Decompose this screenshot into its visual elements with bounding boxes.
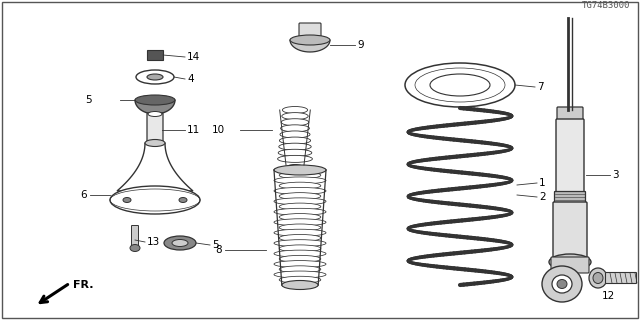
FancyBboxPatch shape: [147, 50, 163, 60]
Text: 7: 7: [537, 82, 543, 92]
Ellipse shape: [279, 213, 321, 220]
Text: TG74B3000: TG74B3000: [582, 1, 630, 10]
Polygon shape: [117, 143, 193, 191]
Ellipse shape: [282, 107, 308, 114]
Ellipse shape: [179, 197, 187, 203]
Ellipse shape: [164, 236, 196, 250]
Text: 2: 2: [539, 192, 546, 202]
Ellipse shape: [405, 63, 515, 107]
Ellipse shape: [282, 113, 308, 120]
Ellipse shape: [279, 255, 321, 262]
FancyBboxPatch shape: [147, 113, 163, 147]
Ellipse shape: [549, 254, 591, 270]
FancyBboxPatch shape: [551, 257, 589, 273]
Ellipse shape: [552, 275, 572, 293]
Text: 8: 8: [216, 245, 222, 255]
Ellipse shape: [274, 198, 326, 205]
Ellipse shape: [279, 245, 321, 252]
Ellipse shape: [278, 156, 312, 162]
Text: 14: 14: [187, 52, 200, 62]
Ellipse shape: [274, 250, 326, 257]
Ellipse shape: [274, 260, 326, 268]
Ellipse shape: [279, 203, 321, 210]
Ellipse shape: [286, 164, 304, 172]
Ellipse shape: [148, 143, 162, 148]
Text: 12: 12: [602, 291, 614, 301]
Ellipse shape: [274, 219, 326, 226]
Ellipse shape: [274, 166, 326, 173]
Ellipse shape: [110, 186, 200, 214]
FancyBboxPatch shape: [554, 191, 586, 204]
FancyBboxPatch shape: [605, 273, 637, 284]
Ellipse shape: [430, 74, 490, 96]
Text: FR.: FR.: [73, 280, 93, 290]
Ellipse shape: [274, 188, 326, 195]
Text: 10: 10: [212, 125, 225, 135]
Text: 9: 9: [357, 40, 364, 50]
Ellipse shape: [135, 95, 175, 105]
Ellipse shape: [279, 224, 321, 231]
Ellipse shape: [274, 165, 326, 175]
Text: 11: 11: [187, 125, 200, 135]
Ellipse shape: [279, 172, 321, 179]
Ellipse shape: [130, 244, 140, 252]
Text: 13: 13: [147, 237, 160, 247]
Ellipse shape: [274, 271, 326, 278]
Ellipse shape: [279, 276, 321, 283]
Ellipse shape: [172, 239, 188, 246]
FancyBboxPatch shape: [557, 107, 583, 121]
Text: 5: 5: [212, 240, 219, 250]
Text: 4: 4: [187, 74, 194, 84]
Polygon shape: [290, 40, 330, 52]
Ellipse shape: [274, 229, 326, 236]
Text: 3: 3: [612, 170, 619, 180]
Ellipse shape: [542, 266, 582, 302]
Ellipse shape: [280, 131, 310, 138]
Ellipse shape: [147, 74, 163, 80]
Ellipse shape: [282, 281, 318, 290]
Text: 6: 6: [81, 190, 87, 200]
Ellipse shape: [557, 279, 567, 289]
Ellipse shape: [280, 137, 310, 144]
Polygon shape: [135, 100, 175, 114]
Ellipse shape: [279, 266, 321, 273]
Text: 5: 5: [85, 95, 92, 105]
Ellipse shape: [279, 193, 321, 200]
Ellipse shape: [148, 111, 162, 116]
Ellipse shape: [274, 240, 326, 247]
Ellipse shape: [278, 149, 312, 156]
Ellipse shape: [145, 140, 165, 147]
Ellipse shape: [274, 208, 326, 215]
Ellipse shape: [279, 143, 311, 150]
FancyBboxPatch shape: [553, 202, 587, 259]
Ellipse shape: [279, 235, 321, 242]
Ellipse shape: [281, 119, 309, 126]
Ellipse shape: [589, 268, 607, 288]
Ellipse shape: [136, 70, 174, 84]
Ellipse shape: [279, 182, 321, 189]
Text: 1: 1: [539, 178, 546, 188]
FancyBboxPatch shape: [299, 23, 321, 41]
Ellipse shape: [290, 35, 330, 45]
Ellipse shape: [123, 197, 131, 203]
FancyBboxPatch shape: [131, 226, 138, 246]
Ellipse shape: [593, 273, 603, 284]
Ellipse shape: [280, 125, 309, 132]
FancyBboxPatch shape: [556, 119, 584, 201]
Ellipse shape: [274, 177, 326, 184]
